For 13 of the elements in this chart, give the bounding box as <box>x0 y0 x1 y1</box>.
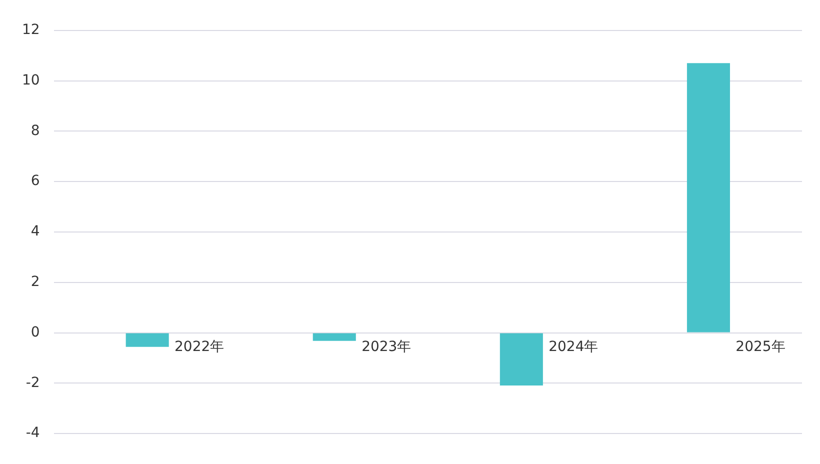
y-tick-label: 2 <box>30 274 40 290</box>
y-tick-label: 10 <box>22 72 40 88</box>
x-tick-label: 2024年 <box>548 338 598 355</box>
x-tick-label: 2022年 <box>174 338 224 355</box>
y-tick-label: 8 <box>30 122 40 139</box>
x-tick-label: 2023年 <box>362 338 412 355</box>
y-tick-label: 12 <box>22 22 40 38</box>
y-tick-label: -4 <box>26 425 40 442</box>
y-tick-label: 4 <box>30 224 40 240</box>
x-tick-label: 2025年 <box>736 338 786 355</box>
y-tick-label: -2 <box>26 374 40 391</box>
y-tick-label: 0 <box>30 324 40 340</box>
y-tick-label: 6 <box>30 173 40 190</box>
